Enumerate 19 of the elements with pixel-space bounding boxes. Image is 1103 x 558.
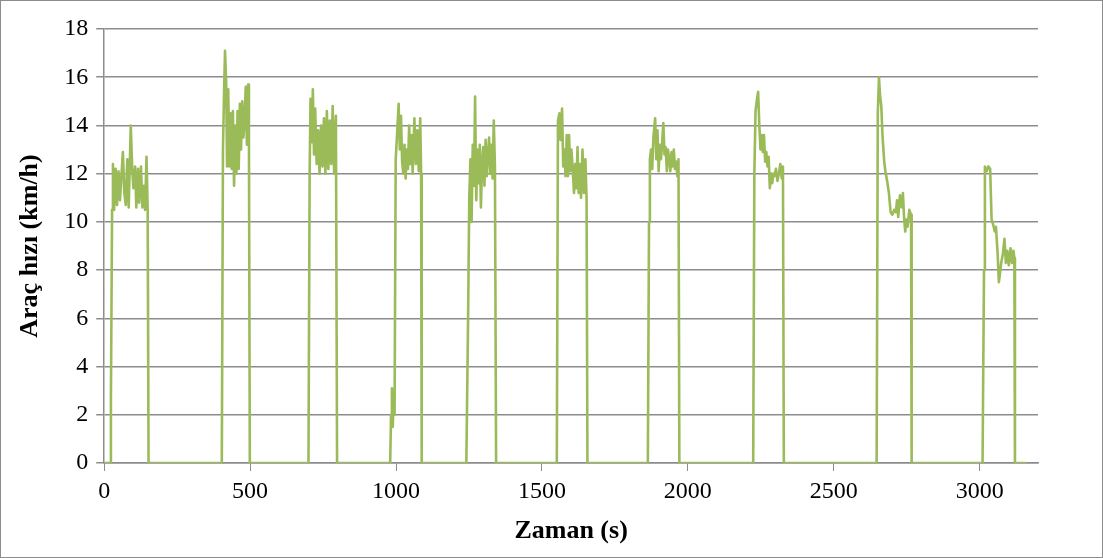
x-tick-label: 0 [98,476,111,503]
y-tick-label: 10 [64,207,89,234]
y-tick-label: 16 [64,62,89,89]
x-tick-label: 2000 [663,476,712,503]
y-tick-label: 6 [76,303,89,330]
x-tick-label: 2500 [809,476,858,503]
y-tick-label: 4 [76,351,89,378]
x-tick-label: 1500 [517,476,566,503]
y-tick-label: 0 [76,448,89,475]
y-tick-label: 12 [64,158,89,185]
y-tick-label: 14 [64,110,89,137]
y-tick-label: 2 [76,400,89,427]
y-tick-label: 8 [76,255,89,282]
y-tick-label: 18 [64,14,89,41]
y-axis-title: Araç hızı (km/h) [14,154,44,338]
x-tick-label: 3000 [955,476,1004,503]
x-tick-label: 500 [232,476,269,503]
x-tick-label: 1000 [372,476,421,503]
x-axis-title: Zaman (s) [514,515,628,545]
